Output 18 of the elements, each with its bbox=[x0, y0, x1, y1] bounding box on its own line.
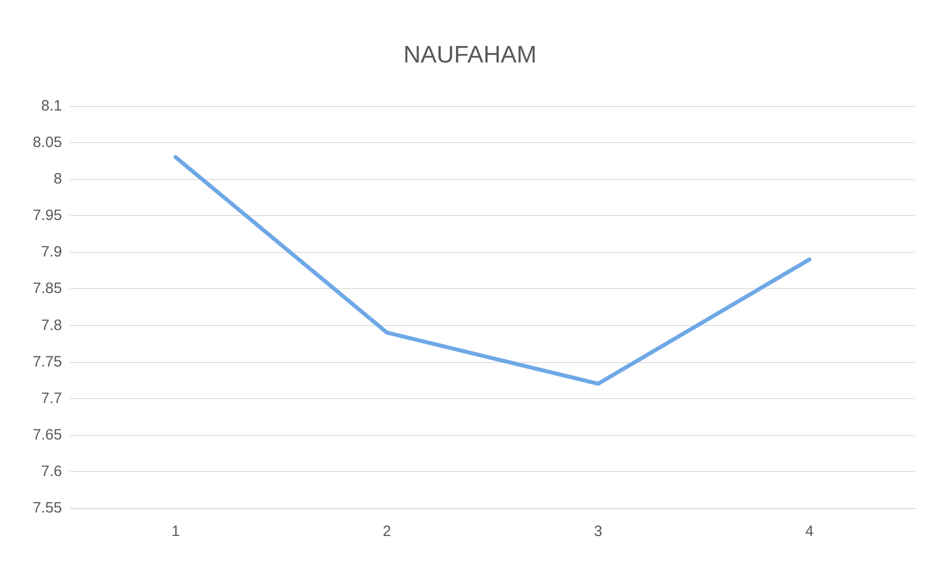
x-tick-label: 1 bbox=[171, 523, 180, 540]
y-tick-label: 7.9 bbox=[41, 244, 62, 261]
y-tick-label: 7.75 bbox=[32, 353, 62, 370]
y-tick-label: 7.6 bbox=[41, 462, 62, 480]
y-tick-label: 7.85 bbox=[32, 280, 62, 298]
y-tick-label: 8.05 bbox=[32, 134, 62, 152]
y-tick-label: 7.8 bbox=[41, 316, 62, 334]
x-tick-label: 4 bbox=[805, 523, 814, 540]
y-tick-label: 7.55 bbox=[32, 500, 62, 516]
x-tick-label: 3 bbox=[594, 523, 602, 540]
line-series bbox=[174, 155, 812, 386]
y-tick-label: 7.7 bbox=[41, 390, 62, 407]
y-tick-label: 7.65 bbox=[32, 426, 62, 444]
y-tick-label: 7.95 bbox=[32, 207, 62, 224]
y-tick-label: 8.1 bbox=[41, 98, 62, 114]
chart-title: NAUFAHAM bbox=[403, 42, 537, 68]
x-tick-label: 2 bbox=[382, 523, 392, 540]
y-tick-label: 8 bbox=[54, 170, 62, 188]
